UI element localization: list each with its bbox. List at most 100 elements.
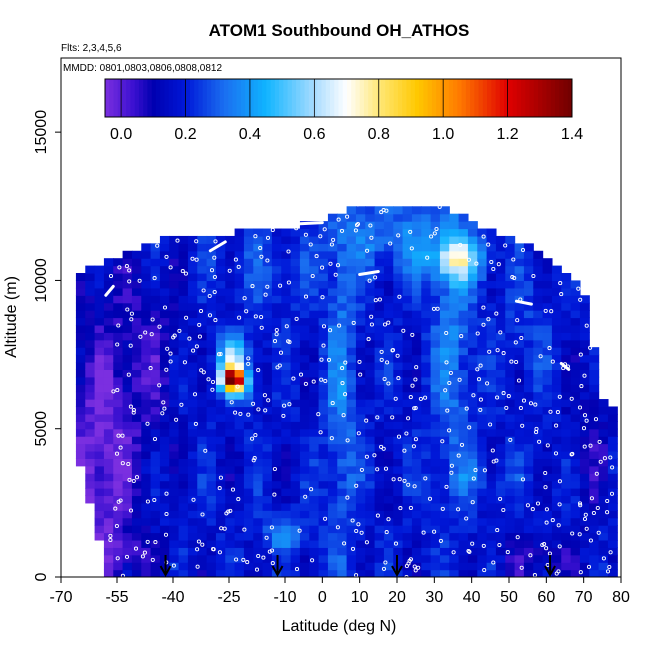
heatmap-cell xyxy=(561,510,572,519)
heatmap-cell xyxy=(421,287,432,296)
heatmap-cell xyxy=(449,428,460,437)
heatmap-cell xyxy=(421,458,432,467)
heatmap-cell xyxy=(477,569,488,577)
x-tick-label: 10 xyxy=(351,589,369,606)
heatmap-cell xyxy=(131,465,142,474)
heatmap-cell xyxy=(374,361,385,370)
heatmap-cell xyxy=(337,347,348,356)
heatmap-cell xyxy=(113,384,124,393)
heatmap-cell xyxy=(505,384,516,393)
heatmap-cell xyxy=(598,562,609,571)
heatmap-cell xyxy=(449,458,460,467)
heatmap-cell xyxy=(551,302,562,311)
heatmap-cell xyxy=(103,562,114,571)
heatmap-cell xyxy=(458,243,469,252)
heatmap-cell xyxy=(495,458,506,467)
sample-point xyxy=(578,503,583,508)
heatmap-cell xyxy=(365,310,376,319)
heatmap-cell xyxy=(561,406,572,415)
heatmap-cell xyxy=(523,428,534,437)
heatmap-cell xyxy=(542,458,553,467)
heatmap-cell xyxy=(355,547,366,556)
heatmap-cell xyxy=(458,384,469,393)
heatmap-cell xyxy=(225,250,236,259)
heatmap-cell xyxy=(533,347,544,356)
heatmap-cell xyxy=(113,488,124,497)
heatmap-cell xyxy=(561,465,572,474)
heatmap-cell xyxy=(122,354,133,363)
heatmap-cell xyxy=(197,243,208,252)
sample-point xyxy=(369,235,374,240)
heatmap-cell xyxy=(169,317,180,326)
sample-point xyxy=(406,416,411,421)
sample-point xyxy=(584,323,589,328)
sample-point xyxy=(216,352,222,357)
heatmap-cell xyxy=(141,280,152,289)
heatmap-cell xyxy=(178,436,189,445)
heatmap-cell xyxy=(383,376,394,385)
heatmap-cell xyxy=(393,473,404,482)
heatmap-cell xyxy=(309,354,320,363)
sample-point xyxy=(263,408,268,413)
heatmap-cell xyxy=(131,413,142,422)
heatmap-cell xyxy=(589,399,600,408)
colorbar-segment xyxy=(555,79,560,117)
heatmap-cell xyxy=(113,547,124,556)
heatmap-cell xyxy=(393,399,404,408)
sample-point xyxy=(402,478,407,483)
heatmap-cell xyxy=(234,562,245,571)
heatmap-cell xyxy=(505,361,516,370)
heatmap-cell xyxy=(393,443,404,452)
heatmap-cell xyxy=(486,562,497,571)
heatmap-cell xyxy=(113,354,124,363)
sample-point xyxy=(229,400,234,405)
heatmap-cell xyxy=(169,502,180,511)
heatmap-cell xyxy=(225,310,236,319)
heatmap-cell xyxy=(309,562,320,571)
heatmap-cell xyxy=(561,569,572,577)
heatmap-cell xyxy=(103,295,114,304)
heatmap-cell xyxy=(589,384,600,393)
sample-point xyxy=(207,293,212,299)
heatmap-cell xyxy=(439,228,450,237)
heatmap-cell xyxy=(103,569,114,577)
colorbar-segment xyxy=(567,79,573,117)
heatmap-cell xyxy=(561,339,572,348)
heatmap-cell xyxy=(514,465,525,474)
heatmap-cell xyxy=(271,450,282,459)
heatmap-cell xyxy=(598,539,609,548)
heatmap-cell xyxy=(561,525,572,534)
heatmap-cell xyxy=(346,265,357,274)
heatmap-cell xyxy=(234,399,245,408)
heatmap-cell xyxy=(458,517,469,526)
heatmap-cell xyxy=(421,361,432,370)
heatmap-cell xyxy=(150,250,161,259)
heatmap-cell xyxy=(318,488,329,497)
heatmap-cell xyxy=(365,332,376,341)
sample-point xyxy=(197,322,202,327)
heatmap-cell xyxy=(159,258,170,267)
heatmap-cell xyxy=(271,280,282,289)
sample-point xyxy=(126,461,131,467)
sample-point xyxy=(464,516,469,521)
sample-point xyxy=(544,507,549,512)
sample-point xyxy=(171,563,176,568)
heatmap-cell xyxy=(365,391,376,400)
heatmap-cell xyxy=(122,532,133,541)
heatmap-cell xyxy=(169,428,180,437)
heatmap-cell xyxy=(178,502,189,511)
heatmap-cell xyxy=(402,473,413,482)
heatmap-cell xyxy=(150,562,161,571)
heatmap-cell xyxy=(365,399,376,408)
heatmap-cell xyxy=(206,399,217,408)
heatmap-cell xyxy=(449,250,460,259)
heatmap-cell xyxy=(262,391,273,400)
heatmap-cell xyxy=(197,436,208,445)
heatmap-cell xyxy=(514,517,525,526)
heatmap-cell xyxy=(281,473,292,482)
heatmap-cell xyxy=(514,562,525,571)
heatmap-cell xyxy=(215,361,226,370)
heatmap-cell xyxy=(243,502,254,511)
heatmap-cell xyxy=(318,413,329,422)
